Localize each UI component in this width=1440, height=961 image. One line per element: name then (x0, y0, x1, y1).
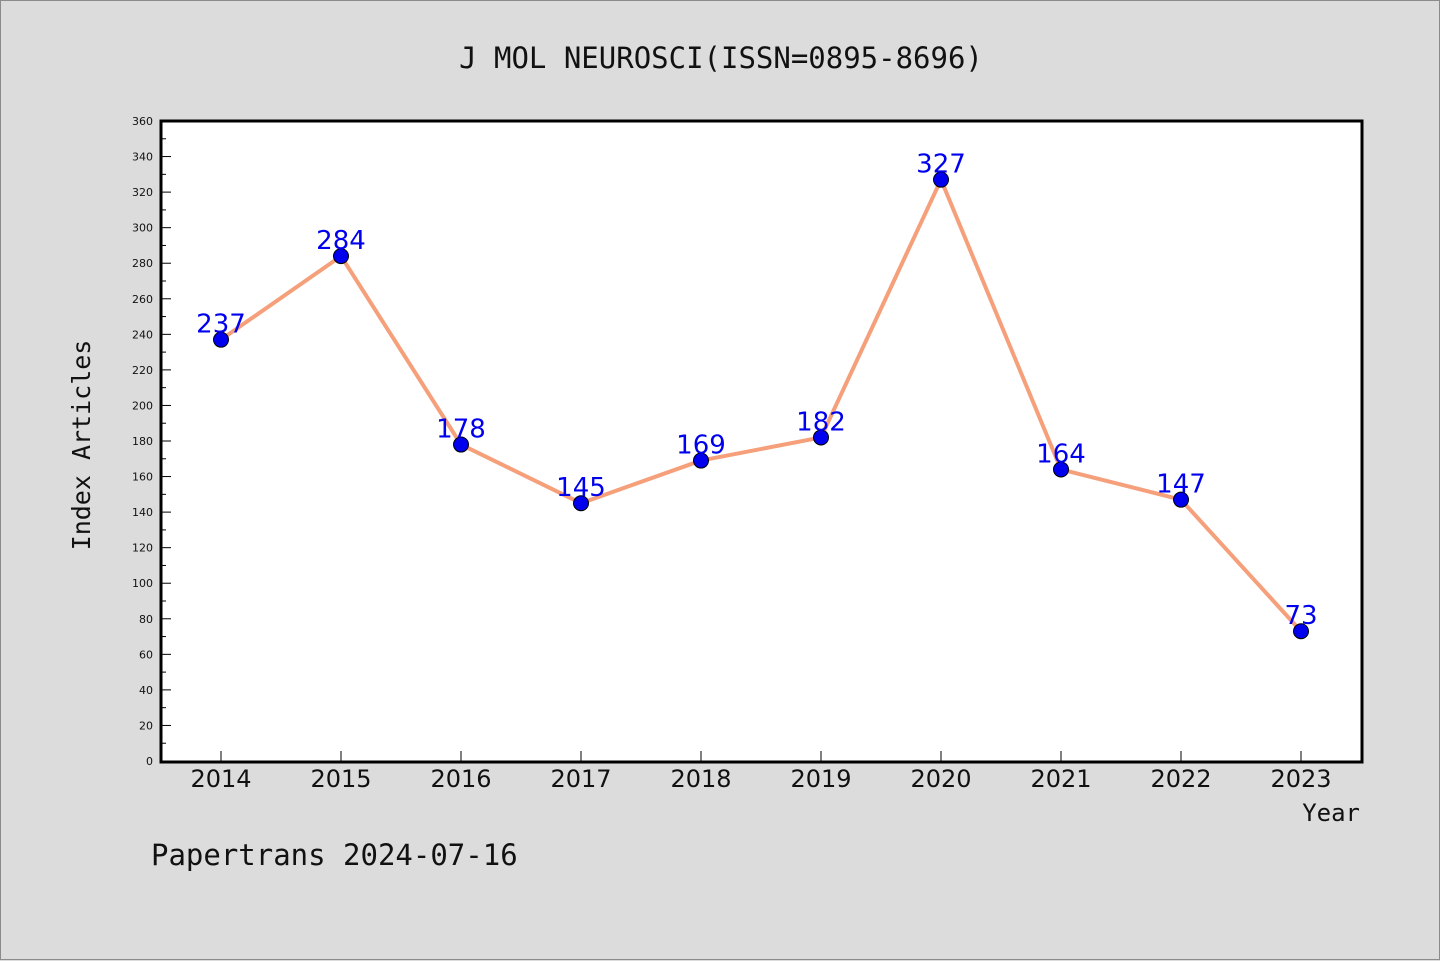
x-axis: 2014 2015 2016 2017 2018 2019 2020 2021 2022 2023 (190, 751, 1332, 793)
x-tick-label: 2021 (1030, 765, 1091, 793)
data-point (453, 436, 469, 453)
data-label: 178 (436, 415, 486, 445)
x-tick-label: 2014 (190, 765, 251, 793)
data-label: 327 (916, 150, 966, 180)
y-tick-label: 340 (132, 151, 153, 164)
y-axis-label: Index Articles (67, 340, 96, 551)
chart-title: J MOL NEUROSCI(ISSN=0895-8696) (459, 41, 983, 75)
y-tick-label: 180 (132, 435, 153, 448)
y-tick-label: 0 (146, 755, 153, 768)
y-axis: 0 20 40 60 80 100 120 140 160 180 200 220 240 260 280 3… (132, 115, 171, 768)
data-point (1293, 623, 1309, 640)
data-label: 237 (196, 310, 246, 340)
y-tick-label: 40 (139, 684, 153, 697)
series-line (219, 177, 1303, 634)
data-label: 164 (1036, 439, 1086, 469)
x-tick-label: 2018 (670, 765, 731, 793)
y-tick-label: 320 (132, 186, 153, 199)
data-point (933, 171, 949, 188)
x-tick-label: 2022 (1150, 765, 1211, 793)
x-tick-label: 2023 (1270, 765, 1331, 793)
data-point (213, 331, 229, 348)
y-tick-label: 160 (132, 471, 153, 484)
y-tick-label: 200 (132, 399, 153, 412)
data-point (1173, 491, 1189, 508)
x-tick-label: 2019 (790, 765, 851, 793)
x-tick-label: 2016 (430, 765, 491, 793)
x-tick-label: 2017 (550, 765, 611, 793)
data-point (573, 495, 589, 512)
footer-text: Papertrans 2024-07-16 (151, 838, 518, 872)
x-tick-label: 2015 (310, 765, 371, 793)
data-label: 147 (1156, 470, 1206, 500)
data-point (813, 429, 829, 446)
data-label: 169 (676, 431, 726, 461)
plot-area (159, 119, 1364, 764)
y-tick-label: 60 (139, 648, 153, 661)
y-tick-label: 120 (132, 542, 153, 555)
y-tick-label: 220 (132, 364, 153, 377)
y-tick-label: 140 (132, 506, 153, 519)
series-index-articles (213, 171, 1309, 640)
data-point (333, 248, 349, 265)
x-axis-label: Year (1302, 799, 1360, 827)
y-tick-label: 280 (132, 257, 153, 270)
data-label: 182 (796, 407, 846, 437)
x-tick-label: 2020 (910, 765, 971, 793)
y-tick-label: 100 (132, 577, 153, 590)
y-tick-label: 80 (139, 613, 153, 626)
y-tick-label: 260 (132, 293, 153, 306)
data-point (1053, 461, 1069, 478)
data-labels: 237 284 178 145 169 182 327 164 147 73 (196, 150, 1317, 632)
data-label: 284 (316, 226, 366, 256)
y-tick-label: 360 (132, 115, 153, 128)
y-tick-label: 300 (132, 222, 153, 235)
y-tick-label: 20 (139, 719, 153, 732)
data-label: 145 (556, 473, 606, 503)
data-point (693, 452, 709, 469)
y-tick-label: 240 (132, 328, 153, 341)
data-label: 73 (1284, 601, 1317, 631)
